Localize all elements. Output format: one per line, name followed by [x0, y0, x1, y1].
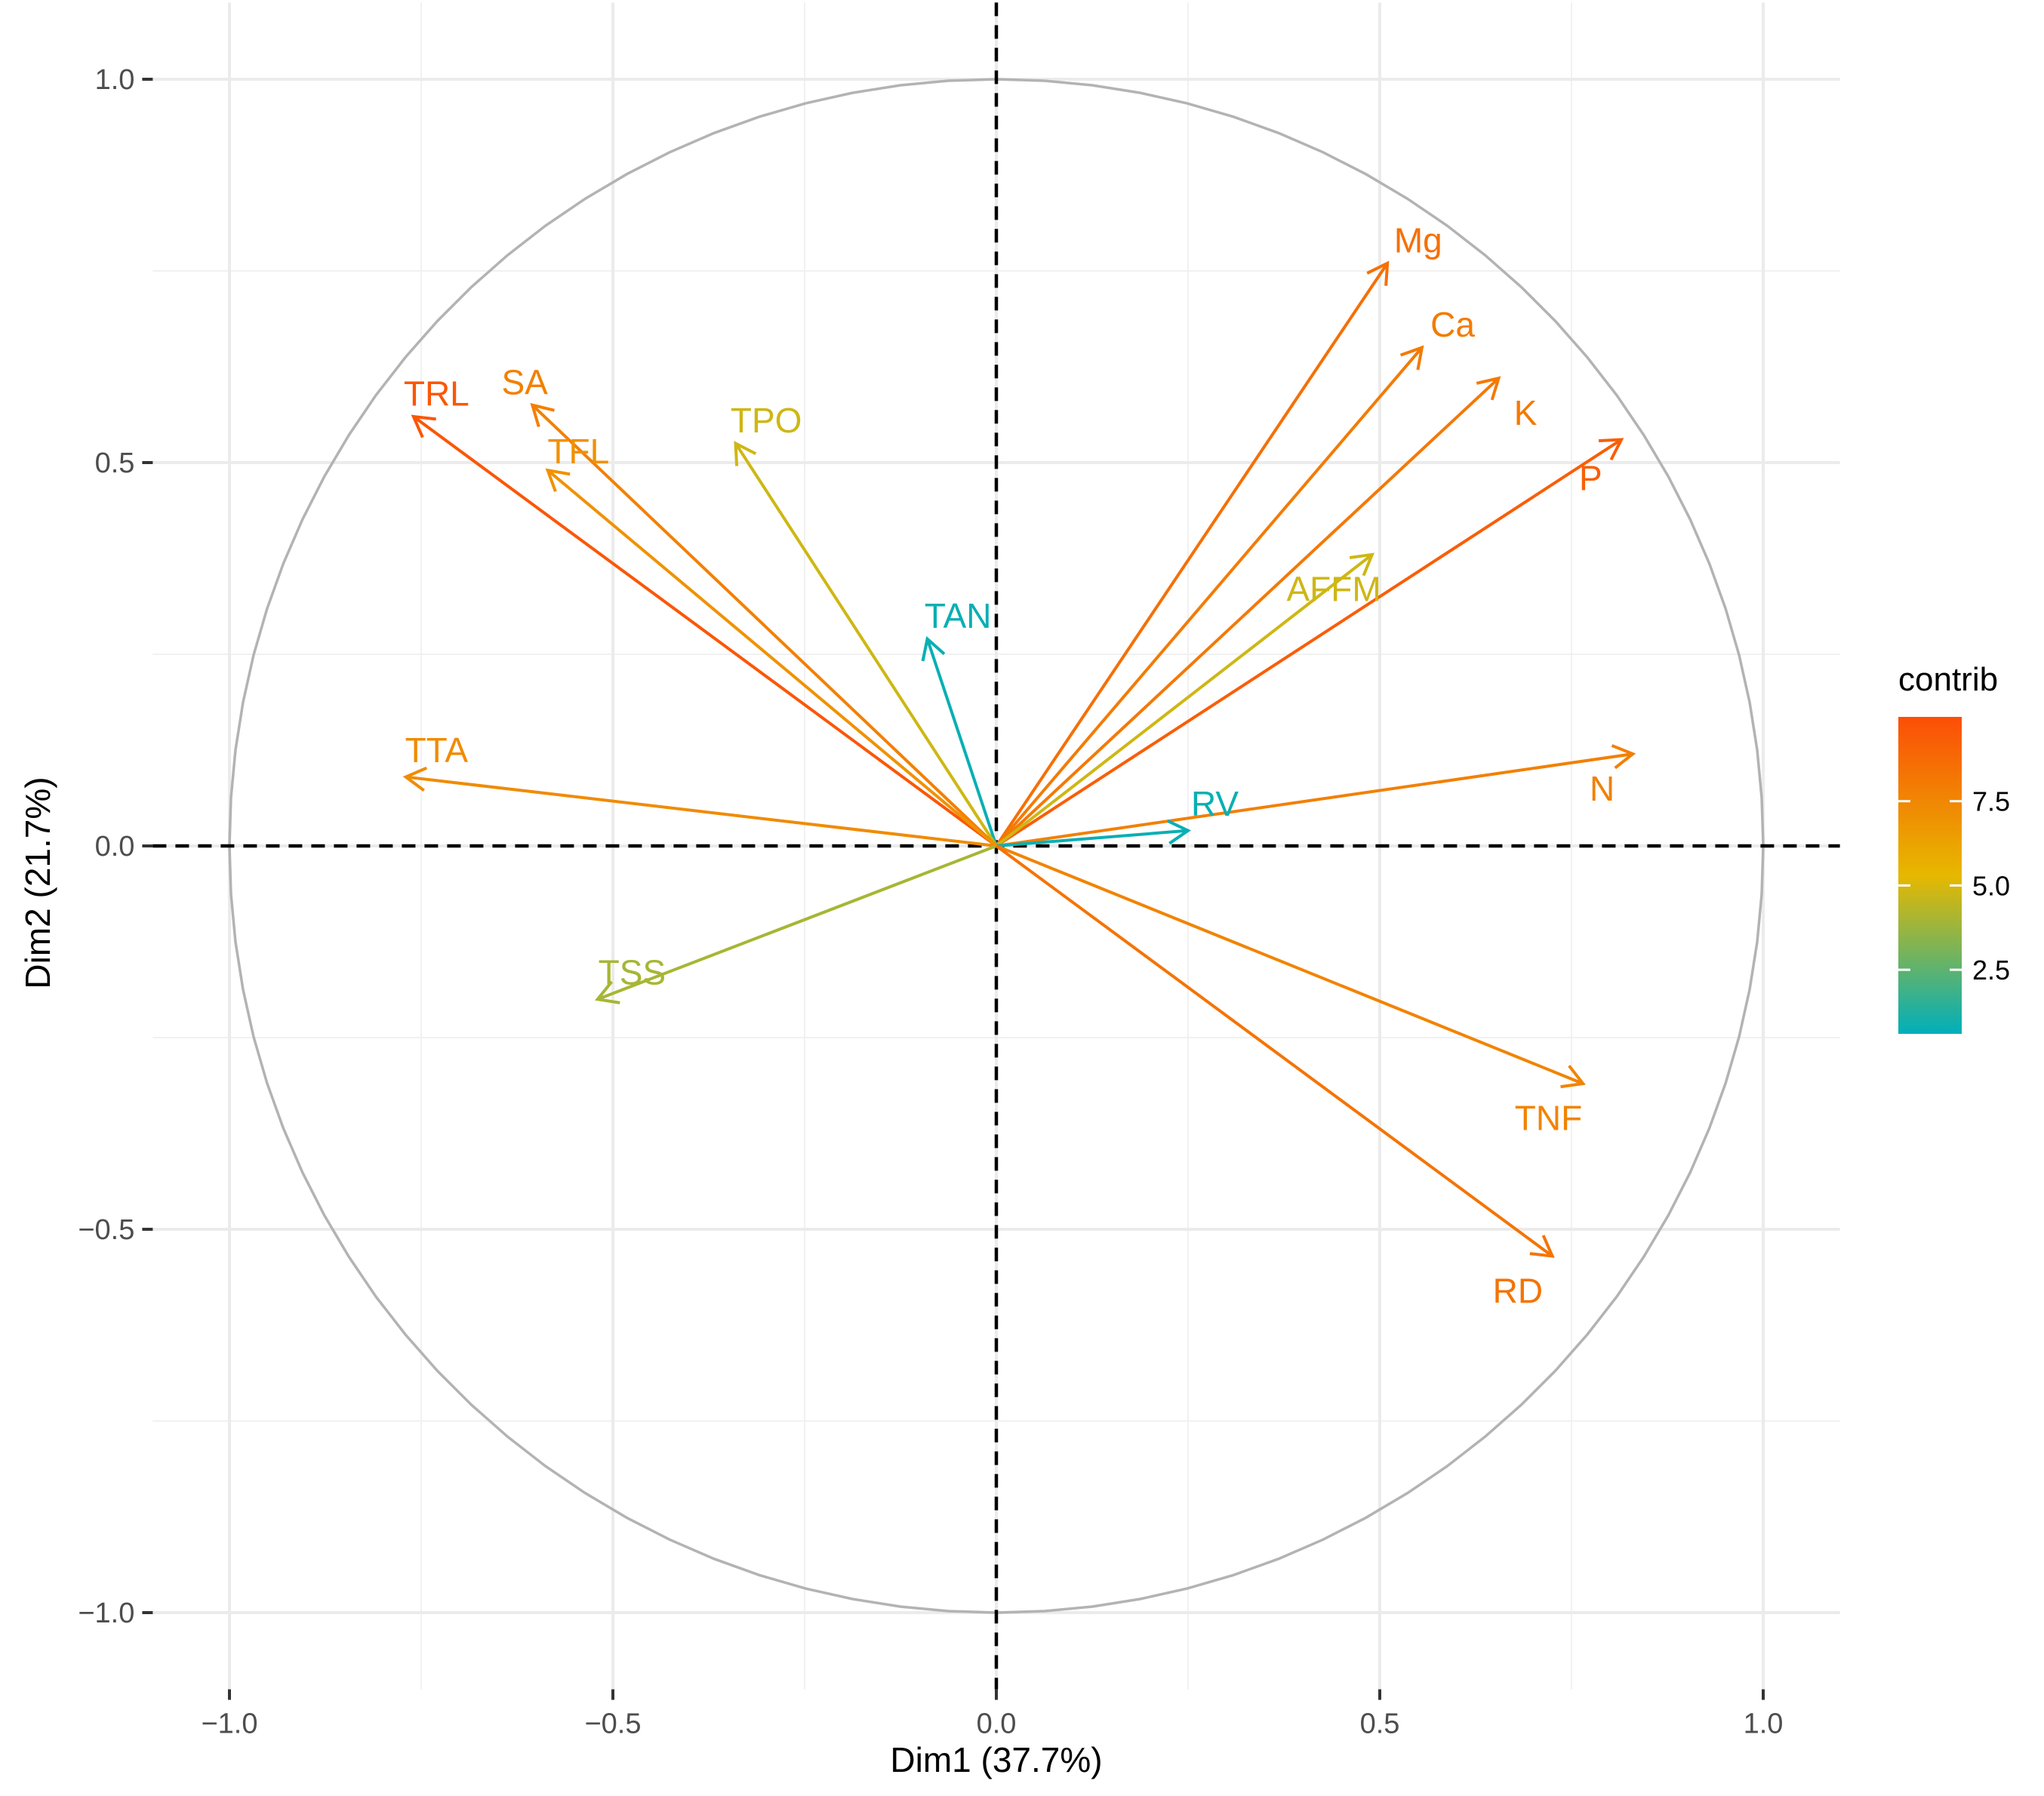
arrow-k — [995, 376, 1501, 847]
arrow-shaft — [995, 346, 1424, 847]
y-tick-label: 1.0 — [95, 64, 135, 96]
arrow-tpo — [734, 441, 998, 847]
arrow-shaft — [995, 553, 1374, 847]
label-ca: Ca — [1430, 305, 1475, 344]
legend-tick-label: 2.5 — [1972, 955, 2010, 986]
arrow-shaft — [925, 638, 998, 847]
label-tnf: TNF — [1515, 1099, 1582, 1138]
arrow-head — [734, 441, 757, 466]
arrow-head — [402, 766, 428, 792]
arrow-head — [1167, 819, 1191, 845]
arrow-head — [1598, 438, 1624, 461]
arrow-shaft — [596, 844, 997, 1001]
arrow-head — [1476, 376, 1501, 401]
arrow-head — [1366, 260, 1390, 286]
arrow-shaft — [996, 844, 1584, 1085]
label-rd: RD — [1493, 1271, 1543, 1310]
y-tick-label: −1.0 — [78, 1598, 134, 1629]
legend: contrib 2.5 5.0 7.5 — [1898, 661, 2010, 1034]
label-rv: RV — [1191, 784, 1239, 823]
arrow-shaft — [996, 829, 1189, 847]
y-tick-label: 0.0 — [95, 831, 135, 863]
x-axis-title: Dim1 (37.7%) — [890, 1740, 1102, 1779]
variable-labels: Mg Ca K P AFFM N RV TAN TPO TRL SA TFL TTA TSS TNF RD — [404, 220, 1615, 1310]
arrow-p — [995, 438, 1624, 847]
arrow-head — [545, 468, 571, 493]
x-tick-label: 0.0 — [977, 1708, 1017, 1740]
arrow-shaft — [546, 469, 998, 847]
x-tick-label: −1.0 — [201, 1708, 257, 1740]
label-tpo: TPO — [731, 401, 802, 440]
label-trl: TRL — [404, 374, 469, 414]
arrow-head — [1611, 744, 1636, 770]
legend-colorbar — [1898, 717, 1962, 1034]
arrow-trl — [411, 414, 998, 847]
arrow-shaft — [996, 752, 1633, 847]
arrow-head — [921, 635, 946, 662]
legend-tick-label: 7.5 — [1972, 786, 2010, 817]
arrow-tss — [594, 844, 997, 1004]
arrow-ca — [995, 345, 1424, 847]
label-affm: AFFM — [1286, 570, 1381, 609]
arrow-shaft — [995, 438, 1623, 847]
arrow-tnf — [996, 844, 1586, 1089]
y-axis-title: Dim2 (21.7%) — [18, 777, 57, 989]
arrow-n — [996, 744, 1636, 847]
label-tta: TTA — [405, 730, 469, 770]
arrow-mg — [995, 260, 1390, 847]
arrow-head — [530, 403, 555, 428]
arrow-shaft — [995, 377, 1500, 847]
y-tick-label: 0.5 — [95, 447, 135, 479]
label-tan: TAN — [925, 596, 992, 635]
arrow-head — [1560, 1065, 1586, 1089]
label-n: N — [1590, 769, 1615, 808]
arrow-shaft — [995, 844, 1553, 1258]
label-sa: SA — [501, 362, 548, 401]
arrow-head — [1349, 552, 1375, 577]
arrow-rd — [995, 844, 1555, 1258]
label-tss: TSS — [599, 953, 666, 992]
arrow-shaft — [412, 415, 998, 847]
x-tick-label: 0.5 — [1360, 1708, 1400, 1740]
x-tick-label: 1.0 — [1744, 1708, 1784, 1740]
arrow-head — [1399, 345, 1424, 371]
arrow-head — [1529, 1235, 1555, 1258]
label-p: P — [1579, 458, 1602, 497]
arrow-tta — [402, 766, 997, 847]
arrow-head — [594, 980, 620, 1004]
variable-arrows — [402, 260, 1636, 1258]
legend-title: contrib — [1898, 661, 1998, 698]
legend-tick-label: 5.0 — [1972, 870, 2010, 901]
y-tick-label: −0.5 — [78, 1214, 134, 1246]
arrow-sa — [530, 403, 998, 847]
arrow-rv — [996, 819, 1191, 847]
arrow-tfl — [545, 468, 998, 847]
arrow-tan — [921, 635, 998, 847]
arrow-shaft — [734, 442, 998, 847]
arrow-affm — [995, 552, 1375, 847]
arrow-shaft — [531, 404, 998, 847]
x-tick-label: −0.5 — [584, 1708, 641, 1740]
label-k: K — [1514, 393, 1538, 432]
arrow-shaft — [995, 262, 1389, 847]
arrow-shaft — [405, 775, 997, 847]
label-tfl: TFL — [547, 432, 609, 471]
arrow-head — [411, 414, 436, 438]
label-mg: Mg — [1394, 220, 1442, 260]
axes: −1.0 −1.0 −0.5 −0.5 0.0 0.0 0.5 0.5 1.0 1.0 — [78, 64, 1783, 1740]
